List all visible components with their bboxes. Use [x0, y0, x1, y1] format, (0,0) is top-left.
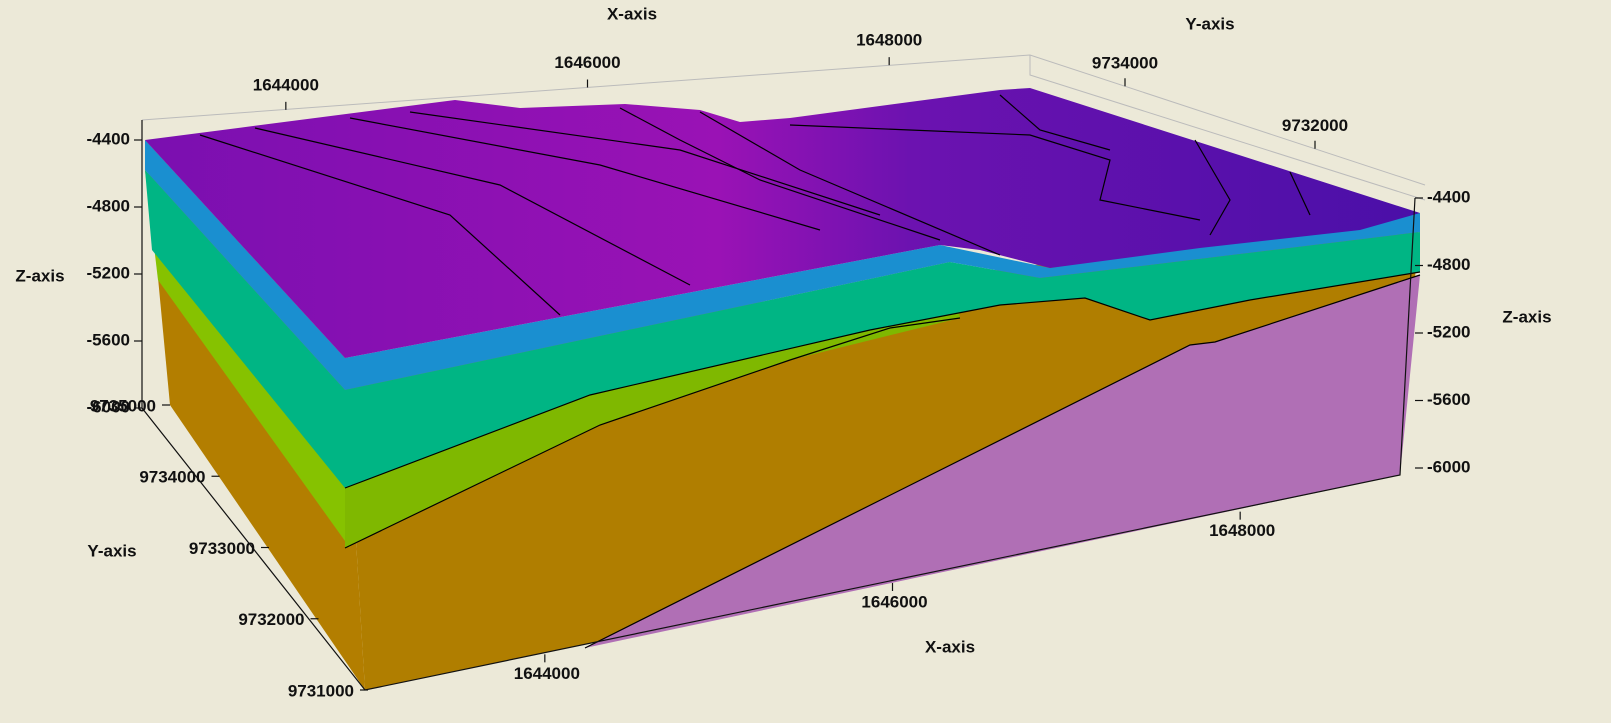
- tick-label: 9734000: [139, 468, 205, 487]
- tick-label: -5600: [1427, 390, 1470, 409]
- tick-label: 1644000: [514, 664, 580, 683]
- tick-label: -4800: [87, 196, 130, 215]
- tick-label: -4400: [87, 129, 130, 148]
- tick-label: -4400: [1427, 187, 1470, 206]
- tick-label: 9732000: [1282, 116, 1348, 135]
- tick-label: -6000: [87, 397, 130, 416]
- tick-label: 1648000: [856, 31, 922, 50]
- tick-label: -4800: [1427, 255, 1470, 274]
- axis-title: Y-axis: [1185, 14, 1234, 33]
- chart: X-axis 1644000 1646000 1648000 X-axis 1644000…: [0, 0, 1611, 723]
- tick-label: -5200: [1427, 322, 1470, 341]
- tick-label: 1648000: [1209, 521, 1275, 540]
- tick-label: 1644000: [253, 75, 319, 94]
- tick-label: -5200: [87, 263, 130, 282]
- tick-label: 1646000: [554, 53, 620, 72]
- axis-title: X-axis: [925, 637, 975, 656]
- tick-label: -5600: [87, 330, 130, 349]
- axis-title: Y-axis: [87, 541, 136, 560]
- tick-label: 9732000: [238, 610, 304, 629]
- tick-label: 9733000: [189, 539, 255, 558]
- axis-title: Z-axis: [1502, 307, 1551, 326]
- axis-title: Z-axis: [15, 266, 64, 285]
- tick-label: -6000: [1427, 457, 1470, 476]
- axis-title: X-axis: [607, 4, 657, 23]
- tick-label: 9734000: [1092, 54, 1158, 73]
- tick-label: 1646000: [861, 592, 927, 611]
- tick-label: 9731000: [288, 681, 354, 700]
